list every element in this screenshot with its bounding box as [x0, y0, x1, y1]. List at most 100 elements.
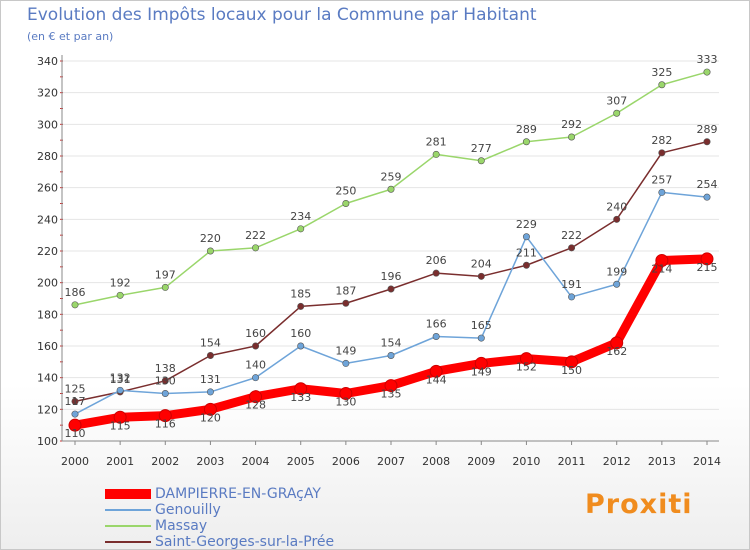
data-label: 160 [245, 327, 266, 340]
data-label: 196 [381, 270, 402, 283]
x-tick-label: 2001 [106, 455, 134, 468]
data-point [342, 299, 350, 307]
x-tick-label: 2006 [332, 455, 360, 468]
x-tick-label: 2000 [61, 455, 89, 468]
data-label: 131 [110, 373, 131, 386]
data-label: 144 [426, 373, 447, 386]
data-point [161, 283, 169, 291]
data-point [294, 382, 308, 396]
data-label: 307 [606, 94, 627, 107]
data-label: 166 [426, 318, 447, 331]
data-point [252, 374, 260, 382]
data-point [252, 244, 260, 252]
data-label: 154 [381, 337, 402, 350]
data-point [384, 379, 398, 393]
data-label: 131 [200, 373, 221, 386]
data-label: 281 [426, 135, 447, 148]
series-layer [68, 68, 714, 432]
y-tick-label: 100 [37, 435, 58, 448]
data-label: 116 [155, 418, 176, 431]
x-tick-label: 2007 [377, 455, 405, 468]
data-point [703, 138, 711, 146]
data-labels: 186 192 197 220 222 234 250 259 281 277 289 292 307 3… [65, 53, 718, 440]
data-point [339, 387, 353, 400]
x-tick-label: 2010 [512, 455, 540, 468]
data-label: 211 [516, 246, 537, 259]
data-point [71, 301, 79, 309]
data-point [387, 185, 395, 193]
data-label: 222 [245, 229, 266, 242]
legend-label: Massay [155, 518, 208, 534]
y-tick-label: 240 [37, 213, 58, 226]
y-tick-label: 160 [37, 340, 58, 353]
data-label: 187 [335, 284, 356, 297]
data-point [432, 332, 440, 340]
x-tick-label: 2012 [603, 455, 631, 468]
legend-swatch [105, 489, 151, 499]
data-label: 277 [471, 142, 492, 155]
data-label: 206 [426, 254, 447, 267]
legend-label: Genouilly [155, 502, 221, 518]
data-point [565, 355, 579, 369]
data-label: 128 [245, 399, 266, 412]
data-point [116, 291, 124, 299]
y-tick-label: 280 [37, 150, 58, 163]
line-chart: 100 120 140 160 180 200 220 240 260 280 300 320 340 2… [37, 53, 721, 468]
data-point [387, 285, 395, 293]
data-point [342, 359, 350, 367]
data-point [477, 272, 485, 280]
data-point [68, 418, 82, 432]
data-point [477, 157, 485, 165]
legend-swatch [105, 525, 151, 527]
data-point [161, 377, 169, 385]
y-tick-label: 140 [37, 372, 58, 385]
y-tick-label: 120 [37, 403, 58, 416]
legend-label: DAMPIERRE-EN-GRAçAY [155, 486, 321, 502]
data-label: 199 [606, 265, 627, 278]
data-point [522, 138, 530, 146]
data-point [658, 188, 666, 196]
data-label: 240 [606, 200, 627, 213]
y-tick-label: 200 [37, 277, 58, 290]
data-label: 214 [651, 263, 672, 276]
data-label: 325 [651, 66, 672, 79]
data-point [522, 233, 530, 241]
x-tick-label: 2014 [693, 455, 721, 468]
data-point [522, 261, 530, 269]
data-label: 289 [516, 123, 537, 136]
data-point [297, 225, 305, 233]
y-tick-label: 220 [37, 245, 58, 258]
data-point [519, 352, 533, 366]
chart-subtitle: (en € et par an) [27, 30, 114, 43]
data-point [432, 150, 440, 158]
data-label: 149 [471, 365, 492, 378]
data-point [203, 402, 217, 416]
data-label: 110 [65, 427, 86, 440]
data-point [613, 109, 621, 117]
x-tick-label: 2011 [558, 455, 586, 468]
data-label: 259 [381, 170, 402, 183]
data-point [297, 342, 305, 350]
data-point [206, 351, 214, 359]
data-label: 152 [516, 361, 537, 374]
data-point [474, 356, 488, 370]
data-point [206, 388, 214, 396]
data-point [249, 390, 263, 404]
data-label: 333 [697, 53, 718, 66]
data-label: 149 [335, 344, 356, 357]
data-label: 254 [697, 178, 718, 191]
data-label: 229 [516, 218, 537, 231]
legend-label: Saint-Georges-sur-la-Prée [155, 534, 335, 550]
y-tick-label: 300 [37, 118, 58, 131]
data-label: 220 [200, 232, 221, 245]
data-label: 165 [471, 319, 492, 332]
data-label: 135 [381, 388, 402, 401]
data-point [658, 149, 666, 157]
data-label: 257 [651, 173, 672, 186]
data-point [71, 397, 79, 405]
y-tick-label: 260 [37, 182, 58, 195]
data-point [113, 410, 127, 424]
legend-swatch [105, 509, 151, 511]
data-label: 222 [561, 229, 582, 242]
